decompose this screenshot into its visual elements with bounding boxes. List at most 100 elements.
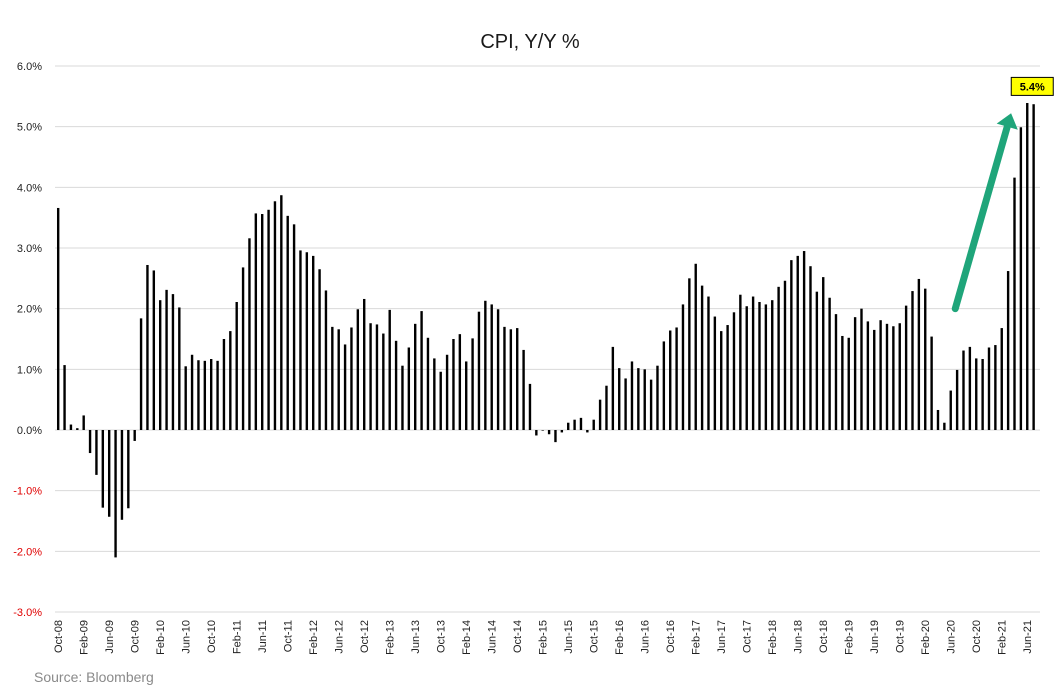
bar [962, 350, 965, 430]
x-tick-label: Oct-13 [436, 620, 448, 653]
bar [248, 238, 251, 430]
bar [139, 318, 143, 430]
bar [586, 430, 589, 433]
bar [1000, 328, 1003, 430]
bar [158, 300, 162, 430]
trend-arrow [951, 123, 1011, 313]
x-tick-label: Feb-20 [920, 620, 932, 655]
y-tick-label: 0.0% [17, 425, 42, 437]
bar [305, 252, 309, 430]
x-axis-tick-labels: Oct-08 Feb-09 Jun-09 Oct-09 Feb-10 Jun-10 Oct-… [53, 620, 1034, 655]
x-tick-label: Jun-11 [257, 620, 269, 653]
bar [598, 399, 602, 430]
bar [445, 354, 449, 430]
bar [726, 325, 729, 430]
bar [630, 361, 634, 430]
bar [209, 359, 213, 430]
y-tick-label: 5.0% [17, 122, 42, 134]
bar [426, 337, 430, 430]
bar [382, 333, 385, 430]
bar [917, 278, 921, 430]
bar [203, 360, 207, 430]
x-tick-label: Feb-18 [767, 620, 779, 655]
bar [82, 415, 85, 430]
bar [720, 331, 723, 430]
y-tick-label: 2.0% [17, 304, 42, 316]
x-tick-label: Oct-14 [512, 620, 524, 653]
bar [190, 354, 194, 430]
x-tick-label: Jun-10 [181, 620, 193, 654]
bar [324, 290, 328, 430]
bar [802, 251, 806, 430]
bar [943, 422, 946, 430]
bar [318, 269, 321, 430]
bar [114, 430, 117, 558]
bar [439, 371, 442, 430]
bar [152, 270, 156, 430]
bar [127, 430, 130, 509]
bar [273, 201, 277, 430]
bar [388, 309, 391, 430]
x-tick-label: Feb-10 [155, 620, 167, 655]
y-tick-label: -3.0% [13, 607, 42, 619]
bar [133, 430, 136, 441]
bar [312, 255, 315, 430]
bar [694, 263, 697, 430]
bar [975, 358, 978, 430]
bar [681, 304, 685, 430]
x-tick-label: Oct-17 [742, 620, 754, 653]
bar [490, 304, 493, 430]
bar [649, 379, 653, 430]
x-tick-label: Feb-09 [79, 620, 91, 655]
bar [866, 321, 870, 430]
bar [178, 307, 181, 430]
source-note: Source: Bloomberg [34, 669, 154, 685]
bar [465, 361, 468, 430]
bar [63, 365, 66, 430]
bar [981, 359, 984, 430]
x-tick-label: Oct-09 [130, 620, 142, 653]
bar [458, 334, 462, 430]
bar [95, 430, 98, 475]
bar [101, 430, 105, 508]
bar [904, 305, 908, 430]
bar [924, 288, 927, 430]
callout-label: 5.4% [1020, 81, 1045, 93]
x-tick-label: Oct-16 [665, 620, 677, 653]
bar [541, 430, 544, 431]
bar [1026, 103, 1029, 431]
bar [771, 300, 774, 430]
y-tick-label: 6.0% [17, 61, 42, 73]
bar [375, 324, 379, 430]
bar [573, 419, 576, 430]
x-tick-label: Feb-17 [691, 620, 703, 655]
bar [783, 280, 787, 430]
bar [1019, 127, 1023, 431]
callout-label-box [1010, 76, 1054, 96]
bar [885, 323, 889, 430]
bar [605, 385, 608, 430]
bar [452, 339, 455, 430]
bar [860, 308, 863, 430]
bar [394, 340, 398, 430]
x-tick-label: Oct-15 [589, 620, 601, 653]
bar [369, 323, 372, 430]
bar [286, 215, 289, 430]
bar [120, 430, 124, 520]
x-tick-label: Jun-12 [334, 620, 346, 654]
x-tick-label: Jun-19 [869, 620, 881, 654]
bar [420, 311, 423, 430]
x-tick-label: Feb-11 [232, 620, 244, 654]
bar [356, 309, 360, 430]
bar [732, 312, 736, 430]
bar [235, 301, 238, 430]
bar [751, 296, 755, 430]
bar [669, 330, 672, 430]
bar [350, 327, 353, 430]
bar [879, 320, 882, 430]
bar [522, 349, 525, 430]
chart-title: CPI, Y/Y % [480, 31, 580, 53]
bar [828, 297, 831, 430]
x-tick-label: Jun-13 [410, 620, 422, 654]
